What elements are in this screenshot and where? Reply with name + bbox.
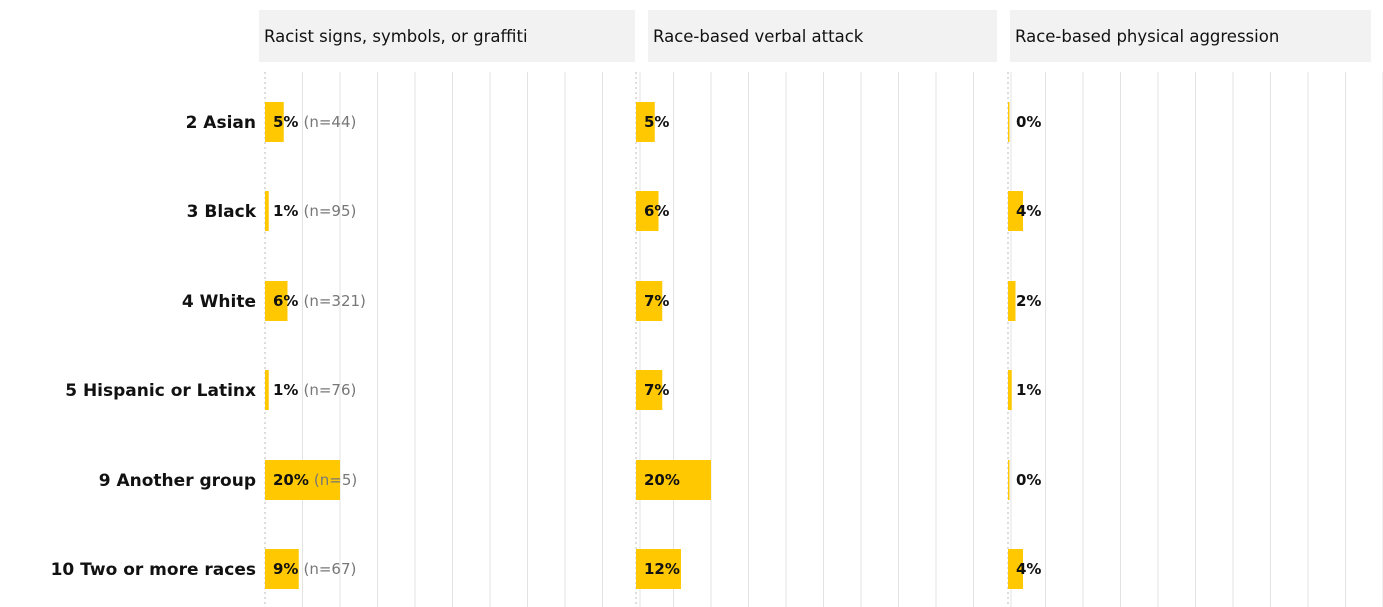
panel-1-bar — [265, 460, 340, 500]
panel-2-value-label: 5% — [644, 113, 669, 131]
panel-2-bar — [636, 370, 663, 410]
panel-1-value-label: 9% — [273, 560, 298, 578]
panel-3-value-label: 2% — [1016, 292, 1041, 310]
panel-1-value-label: 20% — [273, 471, 309, 489]
panel-3-value-label: 4% — [1016, 202, 1041, 220]
panel-3-bar — [1008, 102, 1010, 142]
panel-1-value-label: 1% — [273, 202, 298, 220]
panel-3-bar — [1008, 281, 1016, 321]
category-label: 9 Another group — [99, 471, 256, 491]
n-label: (n=321) — [303, 292, 365, 310]
panel-3-value-label: 1% — [1016, 381, 1041, 399]
panel-3-bar — [1008, 549, 1023, 589]
category-label: 2 Asian — [186, 113, 256, 133]
n-label: (n=95) — [303, 202, 356, 220]
n-label: (n=76) — [303, 381, 356, 399]
panel-1-title: Racist signs, symbols, or graffiti — [264, 27, 528, 46]
panel-1-bar — [265, 191, 269, 231]
panel-2-value-label: 20% — [644, 471, 680, 489]
category-label: 5 Hispanic or Latinx — [65, 381, 256, 401]
category-label: 3 Black — [187, 202, 257, 222]
panel-2-bar — [636, 549, 681, 589]
panel-3-title: Race-based physical aggression — [1015, 27, 1279, 46]
panel-2-bar — [636, 102, 655, 142]
panel-3-value-label: 0% — [1016, 471, 1041, 489]
panel-1-bar — [265, 102, 284, 142]
panel-3-bar — [1008, 460, 1010, 500]
panel-1-value-label: 5% — [273, 113, 298, 131]
panel-3-title-bg — [1010, 10, 1371, 62]
category-label: 4 White — [182, 292, 256, 312]
panel-2-value-label: 6% — [644, 202, 669, 220]
panel-3-value-label: 0% — [1016, 113, 1041, 131]
panel-3-bar — [1008, 191, 1023, 231]
panel-3-value-label: 4% — [1016, 560, 1041, 578]
panel-2-title: Race-based verbal attack — [653, 27, 864, 46]
panel-2-bar — [636, 460, 711, 500]
panel-2-bar — [636, 191, 659, 231]
panel-1-bar — [265, 370, 269, 410]
panel-2-bar — [636, 281, 663, 321]
panel-1-bar — [265, 281, 288, 321]
panel-3-bar — [1008, 370, 1012, 410]
panel-1-bar — [265, 549, 299, 589]
panel-2-value-label: 12% — [644, 560, 680, 578]
category-label: 10 Two or more races — [51, 560, 256, 580]
n-label: (n=67) — [303, 560, 356, 578]
panel-1-value-label: 1% — [273, 381, 298, 399]
panel-2-title-bg — [648, 10, 997, 62]
panel-2-value-label: 7% — [644, 292, 669, 310]
n-label: (n=44) — [303, 113, 356, 131]
panel-2-value-label: 7% — [644, 381, 669, 399]
panel-1-value-label: 6% — [273, 292, 298, 310]
panel-1-title-bg — [259, 10, 635, 62]
n-label: (n=5) — [314, 471, 357, 489]
